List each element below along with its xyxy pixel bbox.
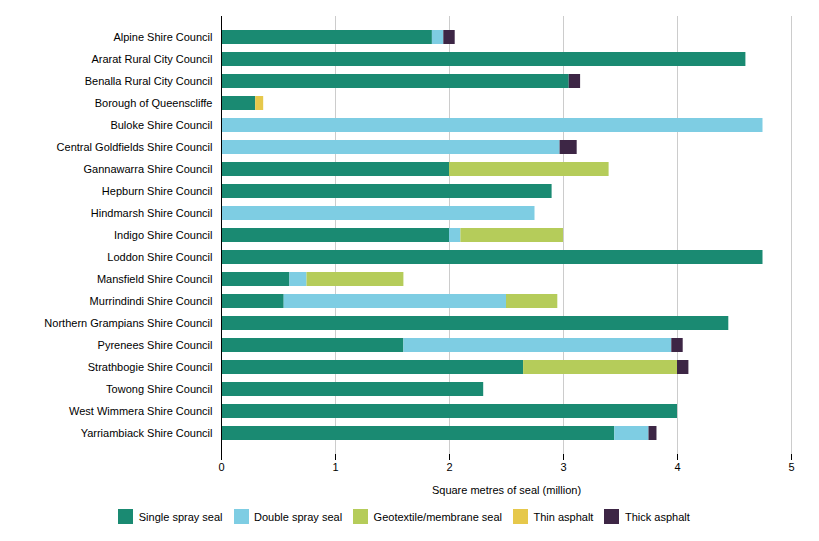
svg-text:1: 1 [332,461,338,473]
svg-text:Murrindindi Shire Council: Murrindindi Shire Council [90,295,213,307]
svg-text:3: 3 [560,461,566,473]
svg-text:Hepburn Shire Council: Hepburn Shire Council [102,185,213,197]
svg-text:Towong Shire Council: Towong Shire Council [106,383,212,395]
svg-text:Gannawarra Shire Council: Gannawarra Shire Council [83,163,212,175]
html-text:Double spray seal: Double spray seal [254,510,343,523]
svg-text:Loddon Shire Council: Loddon Shire Council [107,251,212,263]
svg-text:Central Goldfields Shire Counc: Central Goldfields Shire Council [57,141,213,153]
html-text:Thick asphalt: Thick asphalt [624,510,690,523]
html-text:Single spray seal: Single spray seal [138,510,223,523]
svg-text:Square metres of seal (million: Square metres of seal (million) [432,484,581,496]
html-text:Thin asphalt: Thin asphalt [533,510,594,523]
svg-text:Alpine Shire Council: Alpine Shire Council [113,31,212,43]
svg-text:Ararat Rural City Council: Ararat Rural City Council [91,53,212,65]
svg-text:Hindmarsh Shire Council: Hindmarsh Shire Council [91,207,213,219]
svg-text:Borough of Queenscliffe: Borough of Queenscliffe [95,97,213,109]
svg-text:2: 2 [446,461,452,473]
svg-text:West Wimmera Shire Council: West Wimmera Shire Council [69,405,212,417]
svg-text:Pyrenees Shire Council: Pyrenees Shire Council [98,339,213,351]
svg-text:Yarriambiack Shire Council: Yarriambiack Shire Council [81,427,213,439]
svg-text:Mansfield Shire Council: Mansfield Shire Council [97,273,213,285]
svg-text:5: 5 [788,461,794,473]
svg-text:Northern Grampians Shire Counc: Northern Grampians Shire Council [44,317,212,329]
svg-text:Indigo Shire Council: Indigo Shire Council [114,229,212,241]
svg-text:4: 4 [674,461,680,473]
svg-text:Benalla Rural City Council: Benalla Rural City Council [85,75,213,87]
svg-text:Strathbogie Shire Council: Strathbogie Shire Council [88,361,213,373]
svg-text:0: 0 [218,461,224,473]
svg-text:Buloke Shire Council: Buloke Shire Council [110,119,212,131]
html-text:Geotextile/membrane seal: Geotextile/membrane seal [373,510,502,523]
